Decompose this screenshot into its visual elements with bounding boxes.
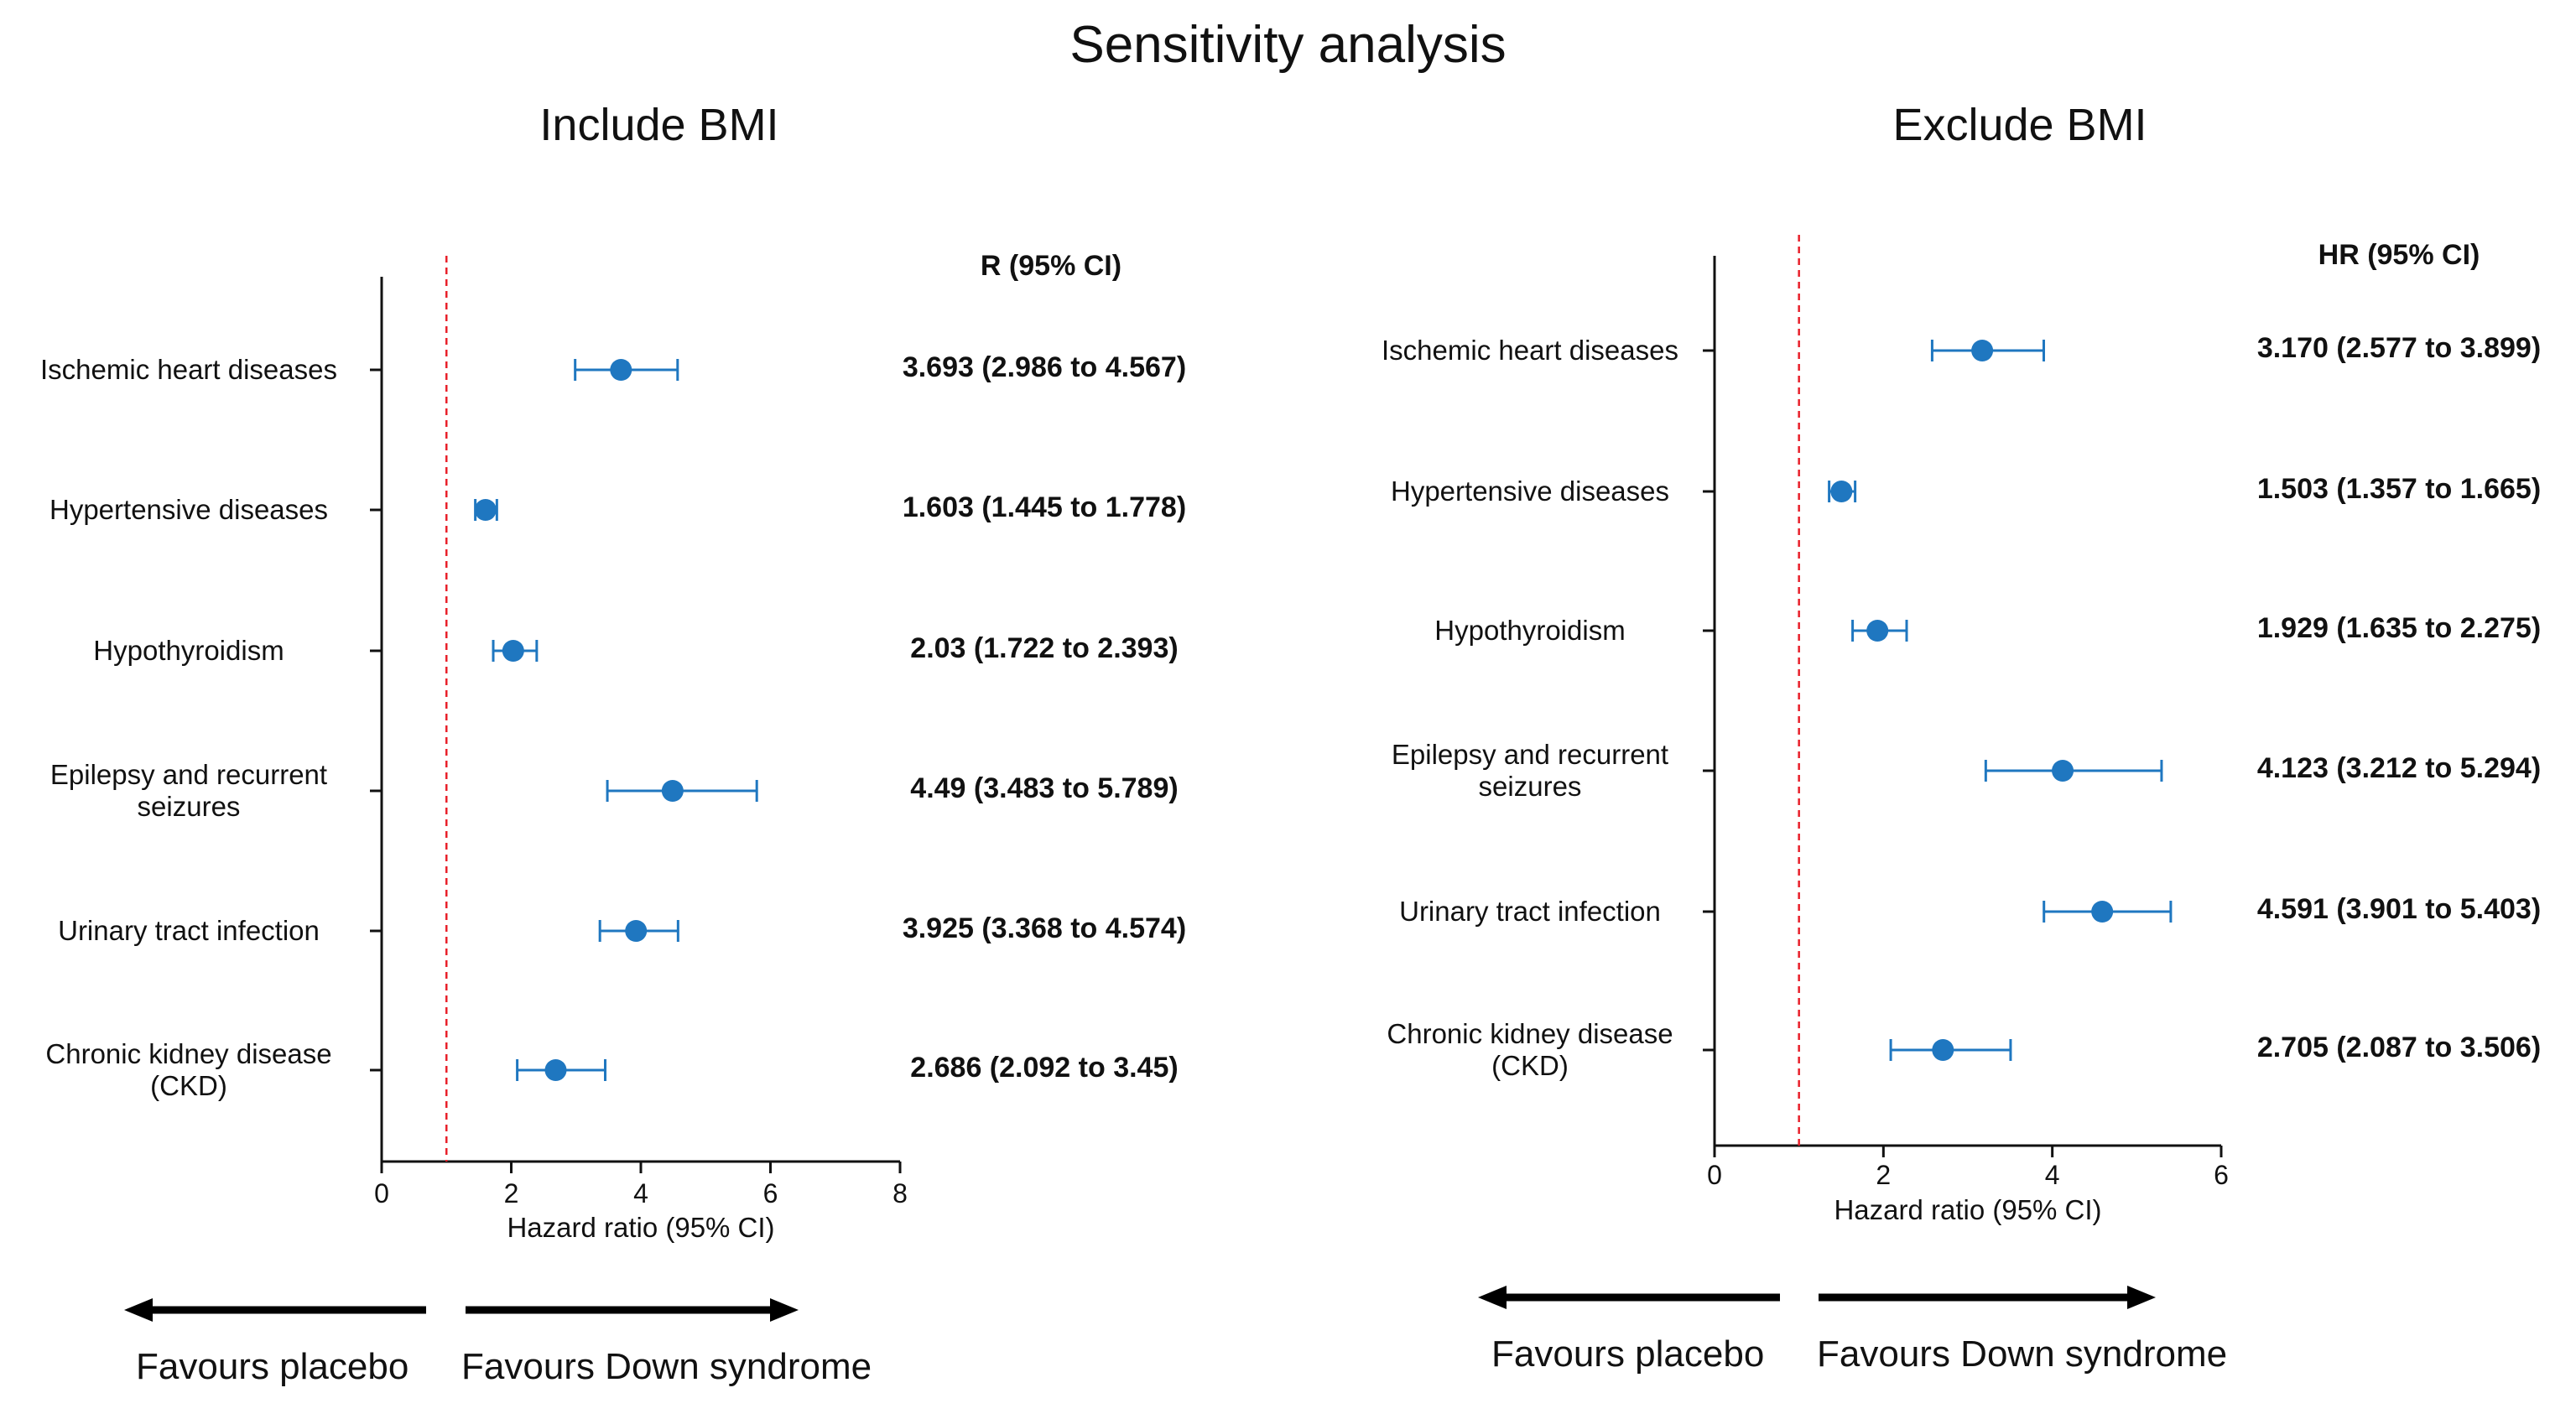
category-label: Urinary tract infection (58, 915, 320, 946)
hr-ci-label: 3.170 (2.577 to 3.899) (2256, 332, 2542, 364)
category-label: Epilepsy and recurrent seizures (1391, 739, 1669, 802)
category-label: Hypertensive diseases (1391, 476, 1669, 507)
x-tick-label: 6 (2214, 1160, 2229, 1190)
category-label: Epilepsy and recurrent seizures (49, 759, 328, 822)
hr-point (1830, 481, 1853, 502)
x-tick-label: 0 (374, 1178, 389, 1208)
category-label: Chronic kidney disease (CKD) (45, 1038, 332, 1101)
hr-point (1866, 620, 1889, 642)
hr-ci-label: 2.03 (1.722 to 2.393) (910, 632, 1179, 664)
category-label: Chronic kidney disease (CKD) (1387, 1018, 1673, 1081)
favours-right-arrow-head (2127, 1286, 2156, 1309)
column-header: R (95% CI) (980, 250, 1122, 282)
hr-ci-label: 3.925 (3.368 to 4.574) (902, 912, 1187, 944)
favours-placebo-label: Favours placebo (136, 1346, 409, 1387)
x-axis-label: Hazard ratio (95% CI) (1834, 1194, 2102, 1225)
hr-point (1932, 1039, 1954, 1061)
hr-ci-label: 3.693 (2.986 to 4.567) (902, 351, 1187, 383)
x-tick-label: 6 (762, 1178, 778, 1208)
hr-point (625, 920, 648, 942)
hr-ci-label: 2.686 (2.092 to 3.45) (910, 1052, 1179, 1084)
hr-ci-label: 1.603 (1.445 to 1.778) (902, 491, 1187, 523)
hr-point (544, 1059, 567, 1081)
category-label: Hypertensive diseases (49, 494, 328, 525)
hr-point (1971, 340, 1994, 361)
hr-ci-label: 2.705 (2.087 to 3.506) (2256, 1032, 2542, 1063)
favours-placebo-label: Favours placebo (1491, 1333, 1765, 1375)
hr-point (661, 780, 684, 802)
x-tick-label: 4 (633, 1178, 648, 1208)
hr-ci-label: 1.929 (1.635 to 2.275) (2256, 612, 2542, 644)
category-label: Hypothyroidism (93, 635, 284, 666)
favours-right-arrow-head (770, 1298, 799, 1322)
favours-left-arrow-head (124, 1298, 153, 1322)
hr-point (610, 359, 632, 381)
category-label: Ischemic heart diseases (40, 354, 337, 385)
x-axis-label: Hazard ratio (95% CI) (507, 1212, 775, 1243)
x-tick-label: 0 (1707, 1160, 1722, 1190)
column-header: HR (95% CI) (2318, 239, 2480, 271)
panel-title: Include BMI (539, 100, 779, 150)
hr-ci-label: 4.123 (3.212 to 5.294) (2256, 752, 2542, 784)
favours-down-syndrome-label: Favours Down syndrome (461, 1346, 872, 1387)
hr-ci-label: 1.503 (1.357 to 1.665) (2256, 473, 2542, 505)
x-tick-label: 2 (503, 1178, 519, 1208)
x-tick-label: 8 (892, 1178, 908, 1208)
favours-left-arrow-head (1478, 1286, 1507, 1309)
hr-point (474, 499, 497, 521)
panel-title: Exclude BMI (1892, 100, 2147, 150)
hr-point (502, 640, 524, 662)
hr-ci-label: 4.591 (3.901 to 5.403) (2256, 893, 2542, 925)
x-tick-label: 4 (2044, 1160, 2060, 1190)
category-label: Ischemic heart diseases (1382, 335, 1678, 366)
favours-down-syndrome-label: Favours Down syndrome (1817, 1333, 2228, 1375)
chart-title: Sensitivity analysis (1069, 16, 1507, 74)
hr-ci-label: 4.49 (3.483 to 5.789) (910, 772, 1179, 804)
category-label: Urinary tract infection (1399, 896, 1661, 927)
hr-point (2091, 901, 2114, 923)
category-label: Hypothyroidism (1434, 615, 1626, 646)
x-tick-label: 2 (1876, 1160, 1892, 1190)
hr-point (2052, 760, 2074, 782)
